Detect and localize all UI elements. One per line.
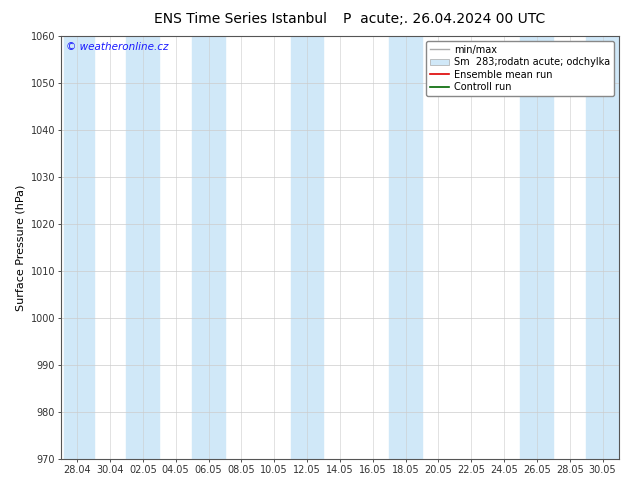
Bar: [126, 36, 159, 460]
Bar: [586, 36, 619, 460]
Y-axis label: Surface Pressure (hPa): Surface Pressure (hPa): [15, 185, 25, 311]
Text: ENS Time Series Istanbul: ENS Time Series Istanbul: [155, 12, 327, 26]
Text: © weatheronline.cz: © weatheronline.cz: [67, 43, 169, 52]
Text: P  acute;. 26.04.2024 00 UTC: P acute;. 26.04.2024 00 UTC: [342, 12, 545, 26]
Bar: [192, 36, 225, 460]
Bar: [521, 36, 553, 460]
Bar: [64, 36, 94, 460]
Bar: [389, 36, 422, 460]
Legend: min/max, Sm  283;rodatn acute; odchylka, Ensemble mean run, Controll run: min/max, Sm 283;rodatn acute; odchylka, …: [426, 41, 614, 96]
Bar: [290, 36, 323, 460]
